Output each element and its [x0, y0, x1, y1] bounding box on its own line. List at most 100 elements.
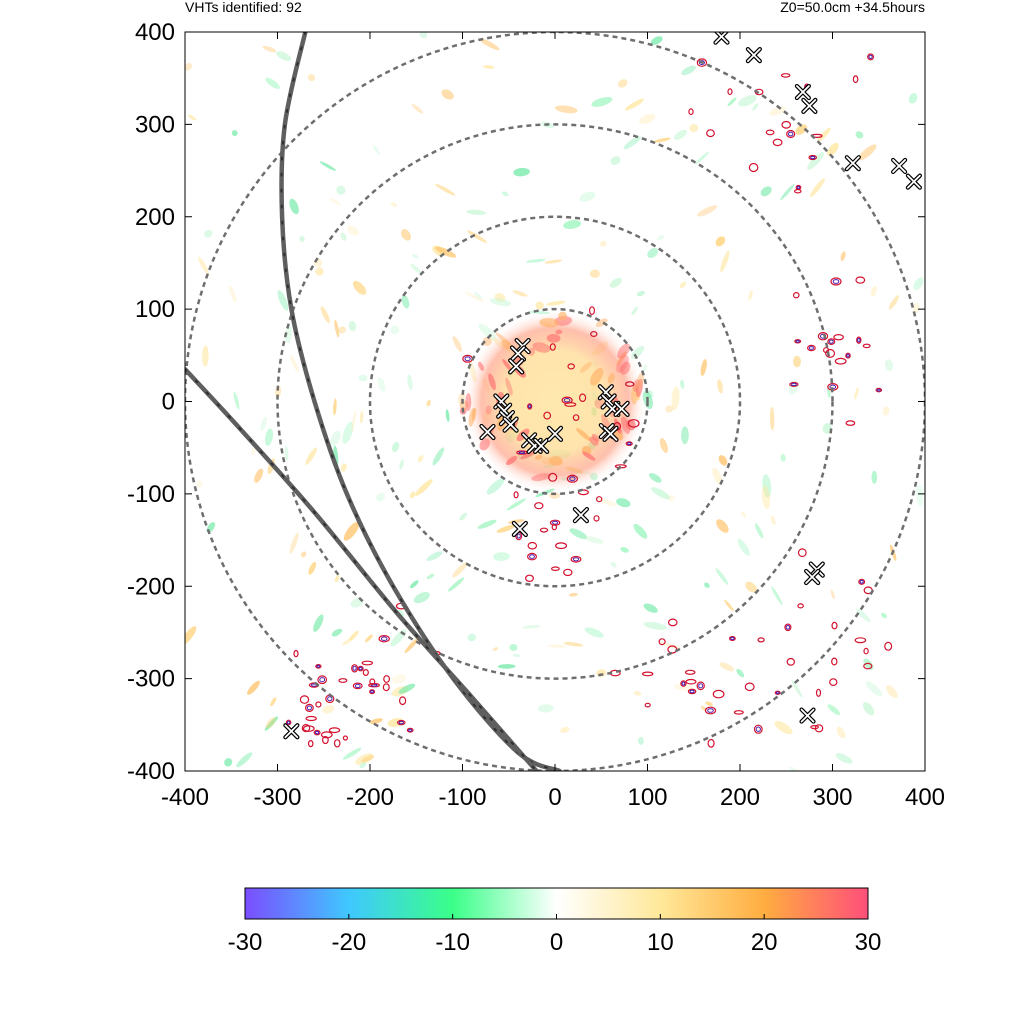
core-patch — [501, 339, 512, 350]
field-blob — [467, 230, 488, 243]
vht-marker — [511, 520, 528, 538]
contour-loop — [299, 695, 310, 704]
contour-loop — [534, 502, 544, 510]
field-blob — [639, 114, 656, 124]
contour-loop — [855, 276, 866, 284]
field-blob — [340, 232, 347, 241]
field-blob — [262, 45, 277, 53]
field-blob — [277, 289, 289, 311]
contour-loop — [797, 603, 804, 609]
contour-loop — [810, 724, 819, 730]
field-blob — [372, 145, 381, 155]
field-blob — [473, 292, 483, 300]
field-blob — [546, 300, 566, 306]
field-blob — [563, 220, 582, 229]
field-blob — [390, 325, 400, 335]
contour-loop — [834, 357, 847, 365]
field-blob — [411, 253, 419, 259]
field-blob — [390, 202, 398, 208]
field-blob — [579, 191, 596, 202]
contour-loop — [658, 638, 666, 646]
field-blob — [387, 718, 404, 727]
field-blob — [229, 285, 237, 303]
core-patch — [616, 355, 629, 373]
contour-loop — [513, 491, 519, 499]
contour-loop — [685, 678, 697, 685]
contour-loop-inner — [398, 720, 404, 725]
core-patch — [465, 393, 472, 412]
field-blob — [390, 629, 407, 647]
x-tick-label: 200 — [720, 784, 760, 811]
core-patch — [614, 418, 622, 434]
field-blob — [737, 538, 750, 556]
core-patch — [617, 343, 631, 359]
field-blob — [513, 167, 530, 177]
field-blob — [717, 379, 723, 394]
range-ring — [368, 215, 742, 588]
contour-loop — [807, 344, 816, 352]
core-patch — [589, 436, 599, 446]
field-blob — [795, 124, 808, 135]
contour-loop-inner — [876, 388, 881, 392]
vht-marker-fill — [601, 394, 616, 409]
field-blob — [334, 319, 340, 338]
colorbar-ticks: -30 -20 -10 0 10 20 30 — [228, 914, 881, 956]
contour-loop-inner — [572, 557, 580, 562]
vht-marker-fill — [603, 426, 618, 441]
field-blob — [512, 290, 528, 297]
field-blob — [862, 702, 875, 716]
field-blob — [633, 523, 648, 539]
core-patch — [539, 317, 559, 328]
contour-loop-inner — [319, 677, 326, 683]
storm-track — [279, 32, 562, 771]
contour-loop — [667, 618, 678, 627]
field-blob — [346, 225, 360, 236]
field-blob — [858, 144, 877, 161]
field-blob — [264, 428, 274, 446]
contour-loop — [789, 381, 799, 387]
field-blob — [589, 269, 600, 278]
field-blob — [399, 459, 404, 470]
field-blob — [657, 235, 665, 241]
contour-loop — [320, 731, 333, 739]
field-blob — [350, 597, 364, 608]
range-rings — [185, 32, 925, 771]
contour-loop-inner — [698, 683, 704, 689]
contour-loop-inner — [859, 579, 864, 584]
contour-loop-inner — [327, 696, 333, 702]
field-blob — [780, 454, 786, 462]
field-blob — [727, 97, 737, 107]
contour-loop — [704, 706, 717, 715]
contour-loop — [293, 649, 299, 658]
field-blob — [822, 423, 832, 434]
field-blob — [204, 229, 213, 238]
contour-loop — [707, 738, 715, 748]
colorbar-tick-label: 10 — [647, 929, 674, 956]
field-blob — [689, 123, 699, 133]
y-tick-label: 200 — [135, 204, 175, 231]
contour-loop-inner — [846, 353, 850, 358]
field-blob — [419, 32, 428, 39]
field-blob — [342, 747, 362, 760]
field-blob — [466, 209, 487, 215]
vht-marker-fill — [512, 522, 527, 536]
plot-area — [185, 32, 925, 771]
core-patch — [565, 466, 583, 474]
storm-tracks — [185, 32, 562, 771]
field-blob — [871, 470, 878, 484]
contour-loop — [307, 739, 314, 748]
contour-loop-inner — [832, 279, 840, 284]
core-patch — [485, 405, 492, 415]
field-blob — [596, 669, 607, 677]
contour-loop — [572, 414, 580, 422]
field-blob — [752, 103, 759, 111]
x-tick-label: 100 — [627, 784, 667, 811]
contour-loop — [625, 441, 633, 447]
colorbar-tick-label: -30 — [228, 929, 263, 956]
contour-loop — [378, 635, 390, 643]
field-blob — [441, 89, 454, 100]
field-blob — [426, 573, 435, 580]
contour-loop — [563, 568, 573, 577]
field-blob — [352, 280, 367, 295]
field-blob — [247, 680, 260, 695]
